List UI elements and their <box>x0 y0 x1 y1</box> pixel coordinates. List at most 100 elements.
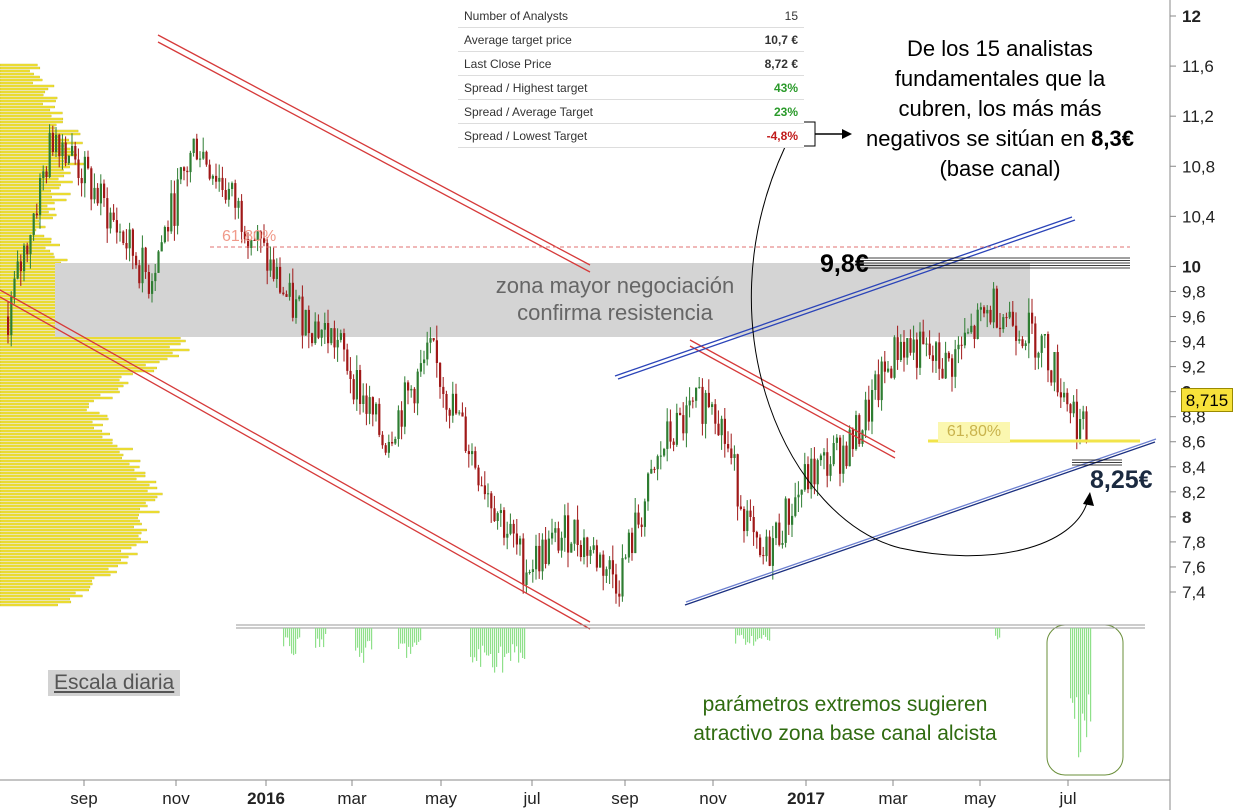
profile-bar <box>0 228 37 232</box>
volume-bar <box>295 628 297 654</box>
candle-body <box>362 395 365 404</box>
y-tick-label: 8,6 <box>1182 433 1206 452</box>
profile-bar <box>0 354 179 358</box>
candle-body <box>16 261 19 279</box>
candle-body <box>167 227 170 232</box>
candle-body <box>272 259 275 279</box>
volume-bar <box>757 628 759 640</box>
candle-body <box>957 344 960 350</box>
candle-body <box>807 464 810 490</box>
candle-body <box>195 138 198 160</box>
zone-line: zona mayor negociación <box>495 273 735 298</box>
candle-body <box>861 430 864 444</box>
candle-body <box>643 501 646 527</box>
candle-body <box>391 442 394 444</box>
downtrend-break-line <box>689 339 896 453</box>
candle-body <box>67 155 70 164</box>
candle-body <box>128 229 131 249</box>
candle-body <box>1066 392 1069 405</box>
profile-bar <box>0 93 44 97</box>
y-tick-label: 8,8 <box>1182 408 1206 427</box>
profile-bar <box>0 138 70 142</box>
candle-body <box>58 134 61 157</box>
candle-body <box>944 352 947 379</box>
candle-body <box>243 231 246 240</box>
candle-body <box>1043 334 1046 336</box>
candle-body <box>250 240 253 248</box>
candle-body <box>1027 312 1030 344</box>
candle-body <box>909 338 912 353</box>
candle-body <box>903 341 906 358</box>
profile-bar <box>0 69 30 73</box>
y-tick-label: 9,6 <box>1182 308 1206 327</box>
row-label: Spread / Lowest Target <box>458 123 720 148</box>
candle-body <box>499 510 502 513</box>
candle-body <box>106 198 109 229</box>
resistance-level-label: 9,8€ <box>820 250 869 278</box>
candle-body <box>832 443 835 465</box>
analysts-annotation: De los 15 analistas fundamentales que la… <box>850 34 1150 184</box>
volume-bar <box>753 628 755 646</box>
profile-bar <box>0 471 146 475</box>
candle-body <box>970 325 973 333</box>
candle-body <box>13 278 16 297</box>
candle-body <box>221 177 224 190</box>
row-value: 23% <box>719 99 804 124</box>
candle-body <box>611 560 614 575</box>
candle-body <box>349 370 352 379</box>
profile-bar <box>0 87 49 91</box>
candle-body <box>189 152 192 173</box>
profile-bar <box>0 225 46 229</box>
candle-body <box>439 362 442 387</box>
candle-body <box>269 259 272 271</box>
fibonacci-label-right: 61,80% <box>938 422 1010 442</box>
candle-body <box>631 532 634 553</box>
candle-body <box>32 213 35 235</box>
candle-body <box>119 231 122 233</box>
volume-bar <box>522 628 524 658</box>
volume-bar <box>769 628 771 641</box>
upper-downtrend-line <box>157 41 591 273</box>
profile-bar <box>0 63 38 67</box>
table-row: Spread / Highest target 43% <box>458 75 804 100</box>
profile-bar <box>0 375 122 379</box>
candle-body <box>778 522 781 545</box>
candle-body <box>535 545 538 570</box>
candle-body <box>397 410 400 439</box>
profile-bar <box>0 78 43 82</box>
candle-body <box>615 574 618 594</box>
candle-body <box>656 456 659 470</box>
candle-body <box>215 175 218 182</box>
candle-body <box>490 493 493 509</box>
profile-bar <box>0 204 48 208</box>
candle-body <box>621 558 624 597</box>
profile-bar <box>0 123 57 127</box>
candle-body <box>931 355 934 361</box>
profile-bar <box>0 111 63 115</box>
candle-body <box>679 412 682 416</box>
profile-bar <box>0 114 52 118</box>
profile-bar <box>0 504 148 508</box>
candle-body <box>320 329 323 338</box>
candle-body <box>829 464 832 476</box>
candle-body <box>471 451 474 455</box>
volume-bar <box>759 628 761 638</box>
candle-body <box>541 539 544 572</box>
profile-bar <box>0 558 121 562</box>
volume-bar <box>325 628 327 634</box>
candle-body <box>183 167 186 171</box>
candle-body <box>227 188 230 200</box>
candle-body <box>634 512 637 554</box>
candle-body <box>1056 352 1059 393</box>
candle-body <box>967 332 970 334</box>
candle-body <box>848 429 851 467</box>
volume-bar <box>520 628 522 653</box>
profile-bar <box>0 588 89 592</box>
profile-bar <box>0 492 163 496</box>
candle-body <box>538 545 541 572</box>
volume-bar <box>1086 628 1088 738</box>
candle-body <box>496 513 499 521</box>
candle-body <box>531 569 534 572</box>
candle-body <box>314 321 317 344</box>
candle-body <box>755 532 758 538</box>
